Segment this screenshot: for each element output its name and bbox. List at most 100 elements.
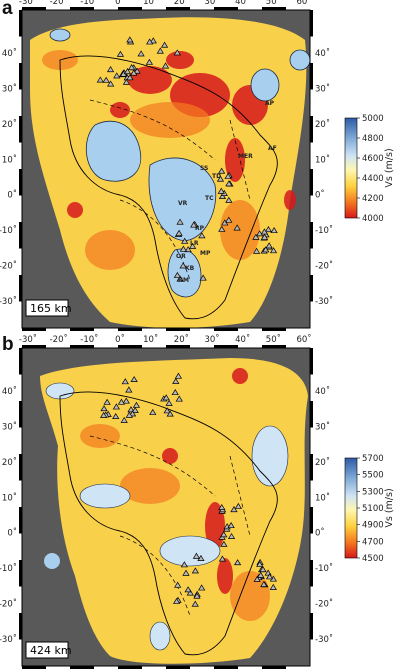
station-icon [217,187,225,194]
frame-segment [262,328,286,331]
frame-segment [70,7,94,10]
station-icon [234,502,242,509]
frame-segment [19,10,22,37]
station-icon [112,403,120,410]
lon-tick-label: 10˚ [143,334,158,345]
lon-tick-label: 30˚ [204,334,219,345]
colorbar-a [344,117,358,219]
station-icon [180,561,188,568]
frame-segment [310,613,313,640]
station-icon [149,37,157,44]
station-icon [149,408,157,415]
station-icon [198,584,206,591]
station-icon [179,245,188,252]
station-icon [259,566,267,573]
station-icon [125,386,133,393]
frame-segment [22,666,46,669]
colorbar-tick-label: 4700 [362,537,384,547]
lat-tick-label-left: 40˚ [2,48,17,59]
frame-segment [262,345,286,348]
coastline-b [59,391,278,656]
station-icon [262,246,270,253]
lat-tick-label-left: -20˚ [0,599,17,610]
lon-tick-label: 0˚ [115,0,125,7]
panel-a: a [0,0,400,333]
station-icon [225,196,233,203]
lon-tick-label: 0˚ [115,334,125,345]
station-icon [163,407,171,414]
frame-segment [310,560,313,587]
station-icon [132,401,141,408]
feature-label: NM [178,277,189,284]
frame-segment [19,560,22,587]
station-icon [106,66,115,73]
feature-label: VR [178,200,188,207]
lat-tick-label-left: 30˚ [2,421,17,432]
frame-segment [214,7,238,10]
station-icon [160,41,169,48]
frame-segment [118,328,142,331]
frame-segment [19,348,22,375]
frame-segment [19,222,22,249]
station-icon [131,406,139,413]
frame-segment [22,328,46,331]
island-b [44,553,60,569]
station-icon [145,58,154,65]
lat-tick-label-right: 0˚ [315,528,325,539]
colorbar-tick-label: 4400 [362,174,384,184]
lon-tick-label: 60˚ [296,0,311,7]
station-icon [172,377,180,384]
station-icon [191,567,200,574]
station-icon [265,242,273,249]
boundaries-b [89,435,251,617]
station-icon [260,580,268,587]
frame-segment [214,328,238,331]
feature-label: LR [190,240,199,247]
frame-segment [214,666,238,669]
frame-segment [70,328,94,331]
depth-label-b: 424 km [30,644,72,657]
frame-segment [118,345,142,348]
lat-tick-label-right: -30˚ [315,634,333,645]
station-icon [125,411,133,418]
colorbar-tick-label: 4800 [362,134,384,144]
colorbar-label-b: Vs (m/s) [384,488,395,527]
station-icon [227,521,235,529]
map-b: -30˚ -20˚ -10˚ 0˚ 10˚ 20˚ 30˚ 40˚ 50˚ 60˚ 40˚ 40˚ 30… [0,334,395,669]
colorbar-label-a: Vs (m/s) [384,148,395,187]
lat-tick-label-left: 20˚ [2,119,17,130]
depth-box-b [25,641,69,659]
colorbar-tick-label: 4000 [362,214,384,224]
coastline-a [59,55,278,320]
station-icon [253,575,261,582]
frame-segment [19,116,22,143]
feature-label: KB [185,265,195,272]
lat-tick-label-right: 20˚ [315,457,330,468]
lat-tick-label-left: -30˚ [0,634,17,645]
lat-tick-label-left: -30˚ [0,296,17,307]
station-icon [117,398,126,405]
feature-label: AP [265,100,275,107]
station-icon [171,388,179,396]
station-icon [184,246,192,253]
frame-segment [310,507,313,534]
frame-segment [310,10,313,37]
depth-box-a [25,299,69,317]
frame-segment [118,7,142,10]
station-icon [225,180,233,187]
station-icon [186,589,194,596]
station-icon [161,62,170,69]
colorbar-ticks-b: 5700 5500 5300 5100 4900 4700 4500 [357,454,384,564]
lon-tick-label: 20˚ [174,0,189,7]
station-icon [120,416,128,423]
feature-label: MER [238,153,253,160]
feature-label: TC [205,195,214,202]
lat-tick-label-left: -10˚ [0,225,17,236]
station-icon [233,224,241,231]
station-icon [116,50,125,57]
lon-tick-label: -30˚ [19,0,37,7]
station-icon [107,80,115,87]
frame-segment [19,275,22,302]
lon-tick-label: -20˚ [50,0,68,7]
